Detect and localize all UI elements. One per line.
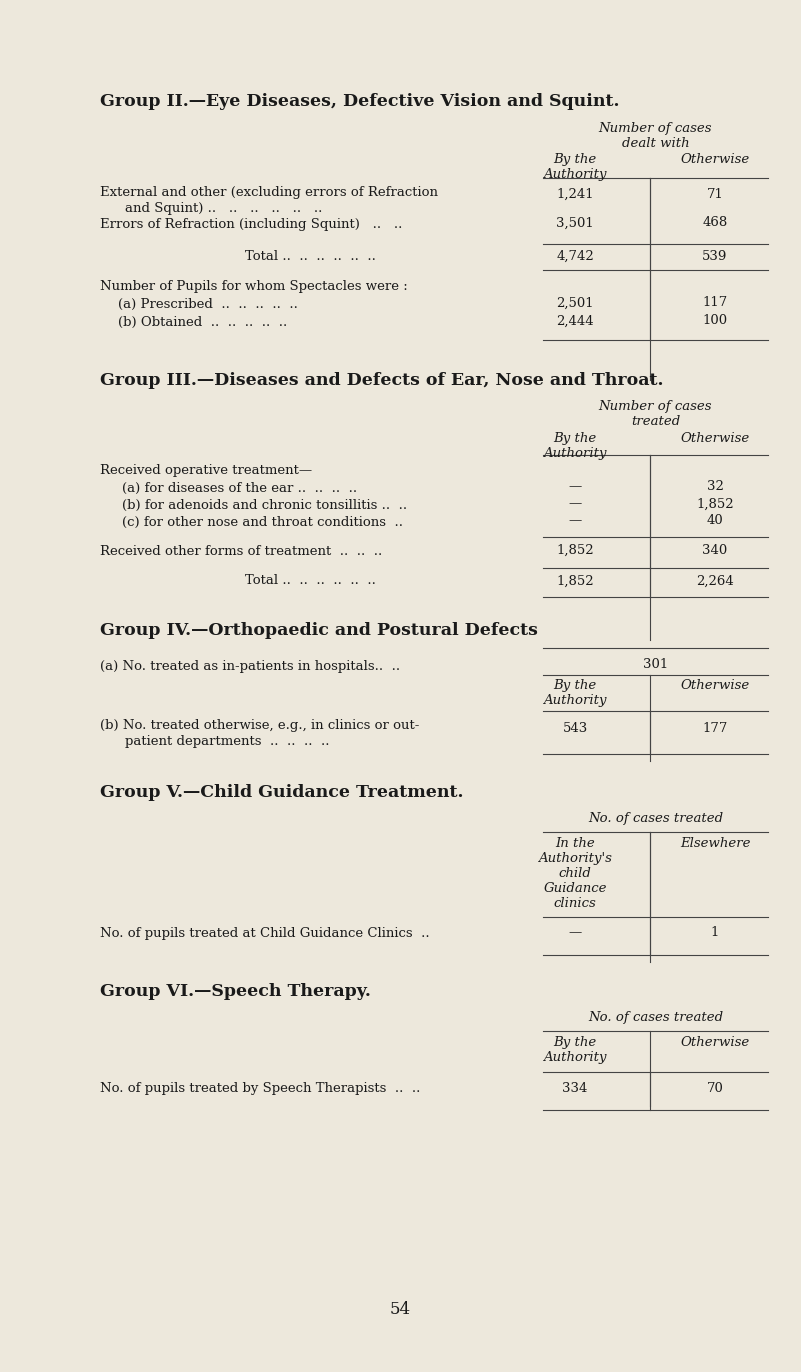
Text: 1,852: 1,852 (556, 543, 594, 557)
Text: Group V.—Child Guidance Treatment.: Group V.—Child Guidance Treatment. (100, 783, 464, 801)
Text: —: — (569, 514, 582, 527)
Text: —: — (569, 498, 582, 510)
Text: Otherwise: Otherwise (680, 154, 750, 166)
Text: 1,852: 1,852 (696, 498, 734, 510)
Text: Received operative treatment—: Received operative treatment— (100, 464, 312, 477)
Text: Received other forms of treatment  ..  ..  ..: Received other forms of treatment .. .. … (100, 545, 382, 558)
Text: No. of cases treated: No. of cases treated (588, 1011, 723, 1024)
Text: 2,264: 2,264 (696, 575, 734, 587)
Text: Group II.—Eye Diseases, Defective Vision and Squint.: Group II.—Eye Diseases, Defective Vision… (100, 93, 619, 110)
Text: External and other (excluding errors of Refraction: External and other (excluding errors of … (100, 187, 438, 199)
Text: patient departments  ..  ..  ..  ..: patient departments .. .. .. .. (125, 735, 329, 748)
Text: 340: 340 (702, 543, 727, 557)
Text: —: — (569, 926, 582, 940)
Text: Total ..  ..  ..  ..  ..  ..: Total .. .. .. .. .. .. (244, 575, 376, 587)
Text: 543: 543 (562, 723, 588, 735)
Text: Group III.—Diseases and Defects of Ear, Nose and Throat.: Group III.—Diseases and Defects of Ear, … (100, 372, 663, 390)
Text: —: — (569, 480, 582, 494)
Text: No. of cases treated: No. of cases treated (588, 812, 723, 825)
Text: 468: 468 (702, 217, 727, 229)
Text: 177: 177 (702, 723, 727, 735)
Text: Otherwise: Otherwise (680, 432, 750, 445)
Text: 1,241: 1,241 (556, 188, 594, 200)
Text: 70: 70 (706, 1081, 723, 1095)
Text: (a) for diseases of the ear ..  ..  ..  ..: (a) for diseases of the ear .. .. .. .. (122, 482, 357, 495)
Text: Otherwise: Otherwise (680, 1036, 750, 1050)
Text: No. of pupils treated by Speech Therapists  ..  ..: No. of pupils treated by Speech Therapis… (100, 1083, 421, 1095)
Text: Otherwise: Otherwise (680, 679, 750, 691)
Text: (a) Prescribed  ..  ..  ..  ..  ..: (a) Prescribed .. .. .. .. .. (118, 298, 298, 311)
Text: Number of cases
dealt with: Number of cases dealt with (599, 122, 712, 150)
Text: 539: 539 (702, 250, 727, 262)
Text: 100: 100 (702, 314, 727, 328)
Text: and Squint) ..   ..   ..   ..   ..   ..: and Squint) .. .. .. .. .. .. (125, 202, 322, 215)
Text: 117: 117 (702, 296, 727, 310)
Text: In the
Authority's
child
Guidance
clinics: In the Authority's child Guidance clinic… (538, 837, 612, 910)
Text: 334: 334 (562, 1081, 588, 1095)
Text: Elsewhere: Elsewhere (680, 837, 751, 851)
Text: Number of cases
treated: Number of cases treated (599, 401, 712, 428)
Text: Group IV.—Orthopaedic and Postural Defects: Group IV.—Orthopaedic and Postural Defec… (100, 622, 538, 639)
Text: (a) No. treated as in-patients in hospitals..  ..: (a) No. treated as in-patients in hospit… (100, 660, 400, 674)
Text: (b) No. treated otherwise, e.g., in clinics or out-: (b) No. treated otherwise, e.g., in clin… (100, 719, 420, 733)
Text: Group VI.—Speech Therapy.: Group VI.—Speech Therapy. (100, 982, 371, 1000)
Text: 71: 71 (706, 188, 723, 200)
Text: (b) Obtained  ..  ..  ..  ..  ..: (b) Obtained .. .. .. .. .. (118, 316, 288, 329)
Text: By the
Authority: By the Authority (543, 679, 606, 707)
Text: 1: 1 (710, 926, 719, 940)
Text: (c) for other nose and throat conditions  ..: (c) for other nose and throat conditions… (122, 516, 403, 530)
Text: 2,501: 2,501 (556, 296, 594, 310)
Text: By the
Authority: By the Authority (543, 154, 606, 181)
Text: (b) for adenoids and chronic tonsillitis ..  ..: (b) for adenoids and chronic tonsillitis… (122, 499, 407, 512)
Text: 40: 40 (706, 514, 723, 527)
Text: 54: 54 (390, 1302, 411, 1318)
Text: Total ..  ..  ..  ..  ..  ..: Total .. .. .. .. .. .. (244, 250, 376, 262)
Text: 2,444: 2,444 (556, 314, 594, 328)
Text: Errors of Refraction (including Squint)   ..   ..: Errors of Refraction (including Squint) … (100, 218, 402, 230)
Text: 3,501: 3,501 (556, 217, 594, 229)
Text: Number of Pupils for whom Spectacles were :: Number of Pupils for whom Spectacles wer… (100, 280, 408, 294)
Text: 32: 32 (706, 480, 723, 494)
Text: 301: 301 (643, 659, 668, 671)
Text: By the
Authority: By the Authority (543, 432, 606, 460)
Text: 4,742: 4,742 (556, 250, 594, 262)
Text: No. of pupils treated at Child Guidance Clinics  ..: No. of pupils treated at Child Guidance … (100, 927, 429, 940)
Text: By the
Authority: By the Authority (543, 1036, 606, 1065)
Text: 1,852: 1,852 (556, 575, 594, 587)
